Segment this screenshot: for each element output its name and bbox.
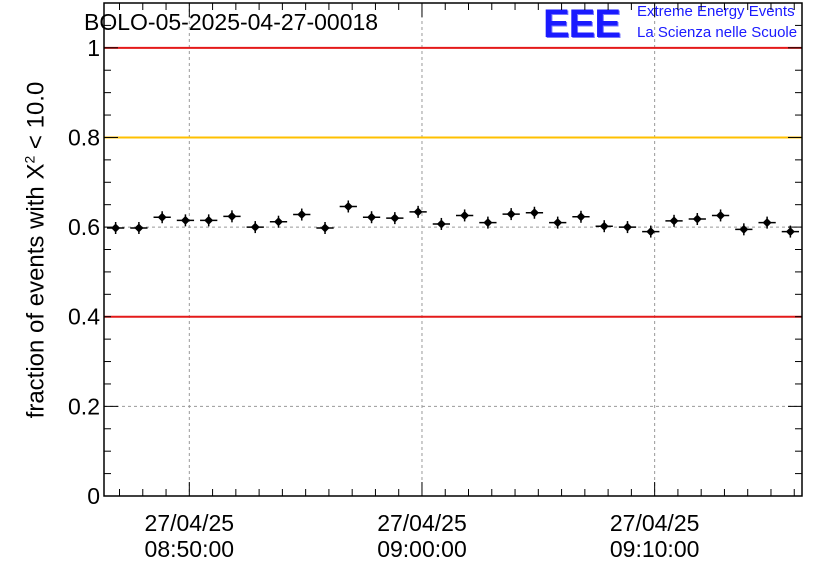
data-point [623,222,632,232]
data-point [529,208,539,218]
y-tick-label: 0.6 [68,214,100,240]
data-point [157,212,167,222]
data-point [785,227,795,237]
data-point [343,201,353,211]
data-point [739,224,749,234]
data-point [367,212,377,222]
organization-name: Extreme Energy Events [637,3,795,20]
y-tick-label: 0.4 [68,304,100,330]
y-tick-label: 0 [87,483,100,509]
data-point [413,207,423,217]
data-point [204,215,214,225]
data-point [506,209,516,219]
data-point [553,218,563,228]
data-point [134,223,144,233]
y-tick-label: 0.8 [68,124,100,150]
data-point [460,210,470,220]
data-point [716,210,726,220]
chart-title: BOLO-05-2025-04-27-00018 [84,9,379,35]
data-point [599,221,609,231]
data-point [111,223,121,233]
y-tick-label: 1 [87,35,100,61]
data-point [436,219,446,229]
plot-frame [103,2,803,497]
data-point [180,215,190,225]
data-point [762,218,772,228]
x-tick-time-label: 09:00:00 [377,536,467,562]
x-tick-time-label: 08:50:00 [145,536,235,562]
data-point [227,211,237,221]
x-tick-time-label: 09:10:00 [610,536,700,562]
data-point [692,214,702,224]
data-point [297,210,307,220]
data-point [646,227,656,237]
data-point [390,213,400,223]
x-tick-date-label: 27/04/25 [377,510,467,536]
data-point [669,216,679,226]
x-tick-date-label: 27/04/25 [145,510,235,536]
y-tick-label: 0.2 [68,393,100,419]
data-point [483,218,493,228]
data-point [576,212,586,222]
organization-subtitle: La Scienza nelle Scuole [637,24,798,41]
data-point [250,222,260,232]
data-point [274,217,283,227]
data-point [320,223,330,233]
x-tick-date-label: 27/04/25 [610,510,700,536]
